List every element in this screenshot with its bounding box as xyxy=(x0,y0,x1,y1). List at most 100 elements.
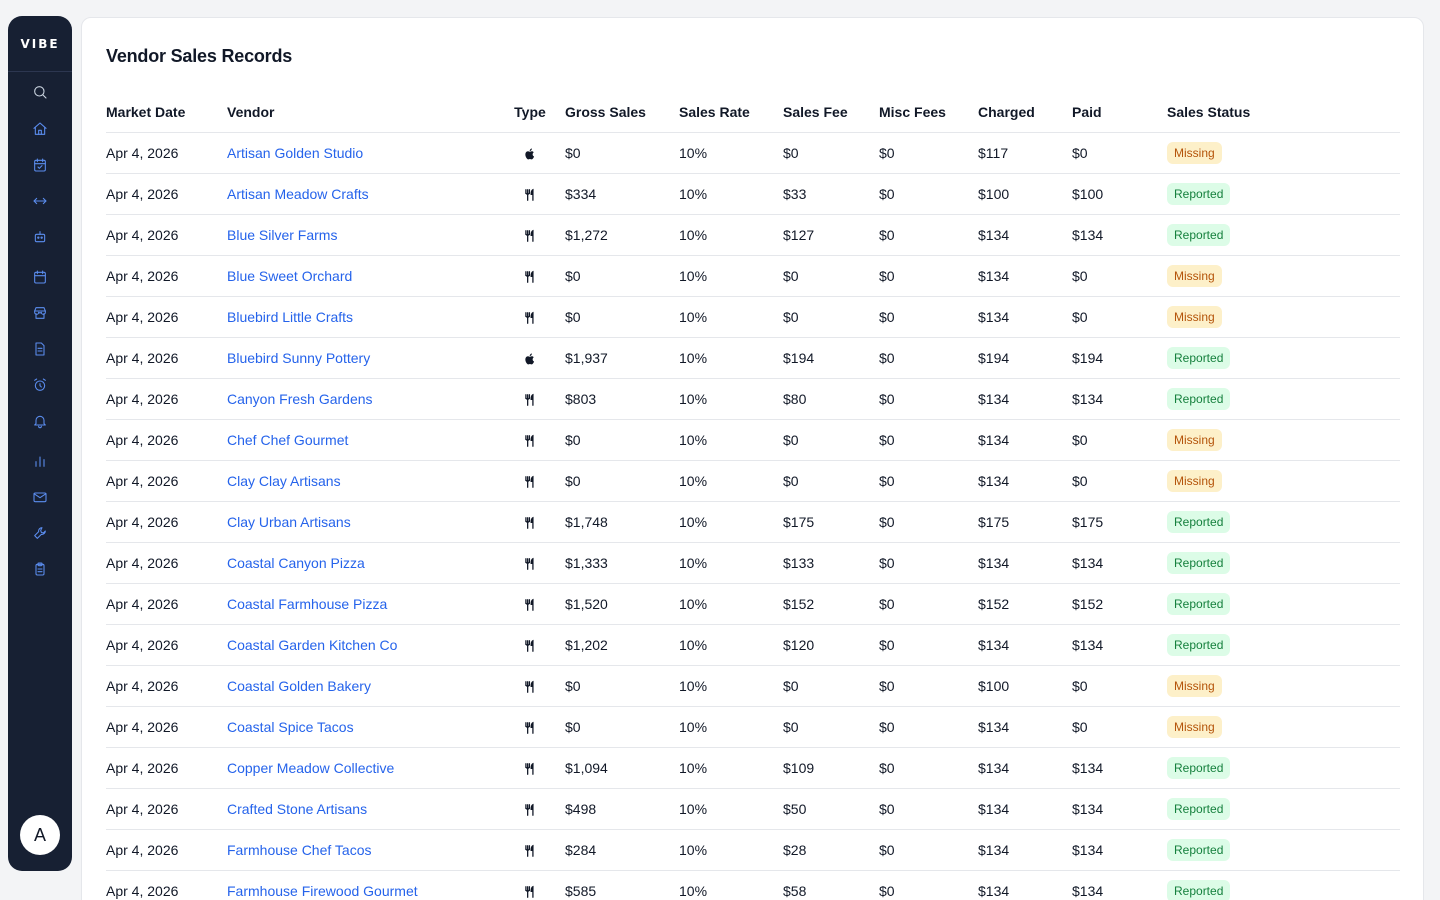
mail-icon[interactable] xyxy=(8,485,72,509)
table-row[interactable]: Apr 4, 2026 Farmhouse Chef Tacos $284 10% $2… xyxy=(106,829,1400,871)
column-header-vendor[interactable]: Vendor xyxy=(227,92,495,133)
table-row[interactable]: Apr 4, 2026 Blue Silver Farms $1,272 10% $12… xyxy=(106,214,1400,256)
table-row[interactable]: Apr 4, 2026 Coastal Spice Tacos $0 10% $0 $0 $… xyxy=(106,706,1400,748)
table-row[interactable]: Apr 4, 2026 Bluebird Sunny Pottery $1,937 1… xyxy=(106,337,1400,379)
cell-sales-fee: $80 xyxy=(783,378,879,420)
cell-sales-fee: $127 xyxy=(783,214,879,256)
cell-misc-fees: $0 xyxy=(879,829,978,871)
table-row[interactable]: Apr 4, 2026 Blue Sweet Orchard $0 10% $0 $0 $1… xyxy=(106,255,1400,297)
vendor-link[interactable]: Clay Clay Artisans xyxy=(227,472,341,489)
column-header-sales-rate[interactable]: Sales Rate xyxy=(679,92,783,133)
status-badge: Reported xyxy=(1167,346,1231,369)
vendor-link[interactable]: Crafted Stone Artisans xyxy=(227,800,368,817)
page-title: Vendor Sales Records xyxy=(106,46,293,66)
alarm-clock-icon[interactable] xyxy=(8,373,72,397)
table-row[interactable]: Apr 4, 2026 Clay Clay Artisans $0 10% $0 $0 $1… xyxy=(106,460,1400,502)
vendor-link[interactable]: Farmhouse Firewood Gourmet xyxy=(227,882,418,899)
table-row[interactable]: Apr 4, 2026 Coastal Golden Bakery $0 10% $0 $… xyxy=(106,665,1400,707)
cell-misc-fees: $0 xyxy=(879,747,978,789)
status-badge: Missing xyxy=(1167,428,1222,451)
clipboard-icon[interactable] xyxy=(8,557,72,581)
table-row[interactable]: Apr 4, 2026 Chef Chef Gourmet $0 10% $0 $0 $13… xyxy=(106,419,1400,461)
vendor-link[interactable]: Bluebird Little Crafts xyxy=(227,308,354,325)
vendor-link[interactable]: Artisan Meadow Crafts xyxy=(227,185,369,202)
column-header-sales-status[interactable]: Sales Status xyxy=(1167,92,1400,133)
cell-gross-sales: $0 xyxy=(565,706,679,748)
avatar[interactable]: A xyxy=(20,815,60,855)
column-header-type[interactable]: Type xyxy=(495,92,565,133)
vendor-link[interactable]: Coastal Spice Tacos xyxy=(227,718,354,735)
arrows-horizontal-icon[interactable] xyxy=(8,189,72,213)
vendor-link[interactable]: Farmhouse Chef Tacos xyxy=(227,841,372,858)
vendor-link[interactable]: Chef Chef Gourmet xyxy=(227,431,349,448)
cell-sales-rate: 10% xyxy=(679,378,783,420)
table-row[interactable]: Apr 4, 2026 Coastal Farmhouse Pizza $1,520… xyxy=(106,583,1400,625)
column-header-gross-sales[interactable]: Gross Sales xyxy=(565,92,679,133)
column-header-charged[interactable]: Charged xyxy=(978,92,1072,133)
vendor-link[interactable]: Coastal Farmhouse Pizza xyxy=(227,595,388,612)
status-badge: Reported xyxy=(1167,797,1231,820)
cell-charged: $134 xyxy=(978,378,1072,420)
column-header-paid[interactable]: Paid xyxy=(1072,92,1167,133)
vendor-link[interactable]: Canyon Fresh Gardens xyxy=(227,390,373,407)
cell-gross-sales: $334 xyxy=(565,173,679,215)
document-icon[interactable] xyxy=(8,337,72,361)
vendor-link[interactable]: Coastal Golden Bakery xyxy=(227,677,371,694)
cell-market-date: Apr 4, 2026 xyxy=(106,214,227,256)
cell-sales-fee: $133 xyxy=(783,542,879,584)
app-logo[interactable]: VIBE xyxy=(8,16,72,72)
vendor-link[interactable]: Blue Sweet Orchard xyxy=(227,267,353,284)
cell-gross-sales: $1,748 xyxy=(565,501,679,543)
cell-charged: $134 xyxy=(978,296,1072,338)
cell-market-date: Apr 4, 2026 xyxy=(106,378,227,420)
robot-icon[interactable] xyxy=(8,225,72,249)
cell-sales-fee: $0 xyxy=(783,296,879,338)
cell-charged: $134 xyxy=(978,747,1072,789)
vendor-link[interactable]: Blue Silver Farms xyxy=(227,226,338,243)
table-row[interactable]: Apr 4, 2026 Copper Meadow Collective $1,09… xyxy=(106,747,1400,789)
vendor-link[interactable]: Bluebird Sunny Pottery xyxy=(227,349,371,366)
table-row[interactable]: Apr 4, 2026 Artisan Meadow Crafts $334 10% $… xyxy=(106,173,1400,215)
bell-icon[interactable] xyxy=(8,409,72,433)
utensils-icon xyxy=(523,554,537,570)
table-row[interactable]: Apr 4, 2026 Clay Urban Artisans $1,748 10% $… xyxy=(106,501,1400,543)
column-header-misc-fees[interactable]: Misc Fees xyxy=(879,92,978,133)
cell-misc-fees: $0 xyxy=(879,665,978,707)
table-row[interactable]: Apr 4, 2026 Bluebird Little Crafts $0 10% $0… xyxy=(106,296,1400,338)
cell-sales-fee: $28 xyxy=(783,829,879,871)
table-row[interactable]: Apr 4, 2026 Farmhouse Firewood Gourmet $58… xyxy=(106,870,1400,900)
cell-market-date: Apr 4, 2026 xyxy=(106,583,227,625)
store-icon[interactable] xyxy=(8,301,72,325)
wrench-icon[interactable] xyxy=(8,521,72,545)
table-row[interactable]: Apr 4, 2026 Crafted Stone Artisans $498 10%… xyxy=(106,788,1400,830)
cell-charged: $175 xyxy=(978,501,1072,543)
utensils-icon xyxy=(523,267,537,283)
table-row[interactable]: Apr 4, 2026 Artisan Golden Studio $0 10% $0 $… xyxy=(106,132,1400,174)
cell-misc-fees: $0 xyxy=(879,419,978,461)
cell-paid: $134 xyxy=(1072,870,1167,900)
calendar-check-icon[interactable] xyxy=(8,153,72,177)
bar-chart-icon[interactable] xyxy=(8,449,72,473)
vendor-link[interactable]: Clay Urban Artisans xyxy=(227,513,351,530)
cell-sales-fee: $0 xyxy=(783,132,879,174)
table-row[interactable]: Apr 4, 2026 Coastal Canyon Pizza $1,333 10%… xyxy=(106,542,1400,584)
cell-gross-sales: $1,520 xyxy=(565,583,679,625)
table-row[interactable]: Apr 4, 2026 Canyon Fresh Gardens $803 10% $8… xyxy=(106,378,1400,420)
cell-paid: $134 xyxy=(1072,542,1167,584)
vendor-link[interactable]: Coastal Canyon Pizza xyxy=(227,554,365,571)
vendor-link[interactable]: Artisan Golden Studio xyxy=(227,144,364,161)
vendor-link[interactable]: Copper Meadow Collective xyxy=(227,759,395,776)
table-row[interactable]: Apr 4, 2026 Coastal Garden Kitchen Co $1,2… xyxy=(106,624,1400,666)
vendor-link[interactable]: Coastal Garden Kitchen Co xyxy=(227,636,398,653)
cell-gross-sales: $1,202 xyxy=(565,624,679,666)
cell-sales-rate: 10% xyxy=(679,460,783,502)
cell-misc-fees: $0 xyxy=(879,583,978,625)
cell-paid: $0 xyxy=(1072,296,1167,338)
column-header-market-date[interactable]: Market Date xyxy=(106,92,227,133)
home-icon[interactable] xyxy=(8,117,72,141)
column-header-sales-fee[interactable]: Sales Fee xyxy=(783,92,879,133)
calendar-icon[interactable] xyxy=(8,265,72,289)
cell-paid: $0 xyxy=(1072,460,1167,502)
search-icon[interactable] xyxy=(8,80,72,104)
cell-misc-fees: $0 xyxy=(879,542,978,584)
